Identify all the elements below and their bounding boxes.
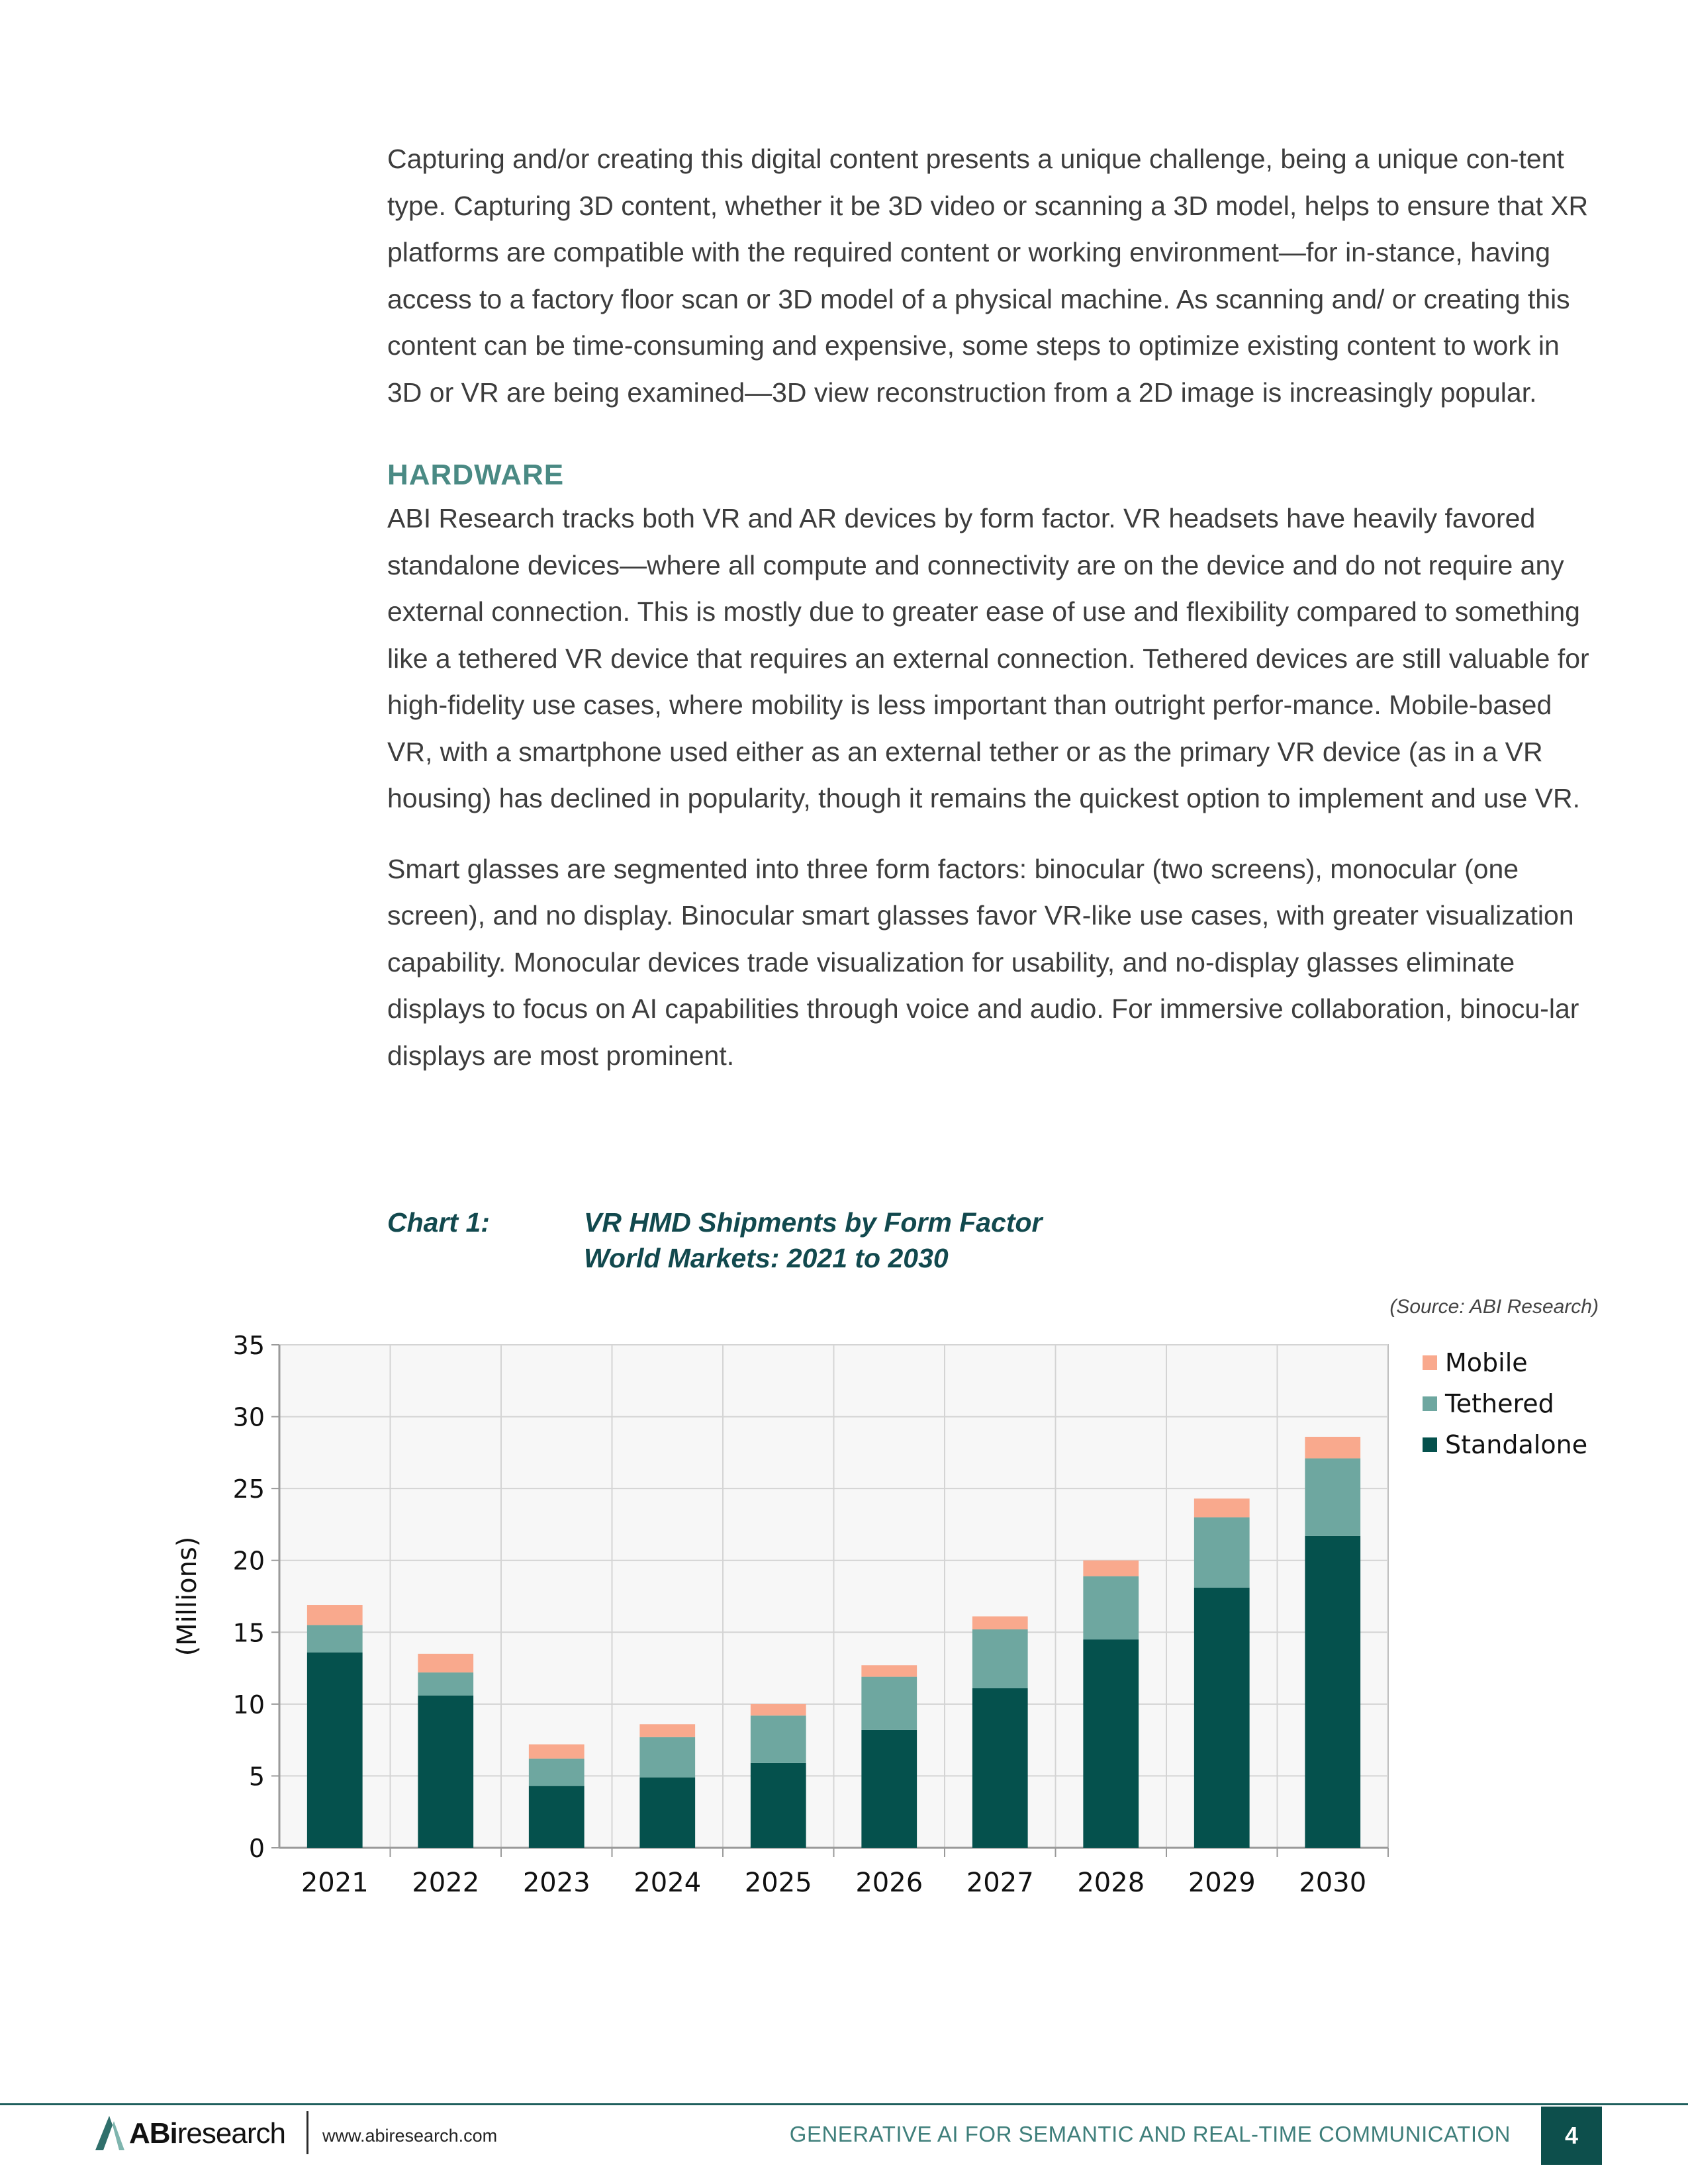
bar-standalone-2024 xyxy=(639,1777,696,1848)
legend-label-tethered: Tethered xyxy=(1444,1389,1554,1418)
bar-tethered-2021 xyxy=(306,1625,363,1653)
main-text-column: Capturing and/or creating this digital c… xyxy=(387,136,1599,1103)
x-tick-label: 2028 xyxy=(1077,1868,1145,1898)
section-heading-hardware: HARDWARE xyxy=(387,459,565,491)
bar-tethered-2025 xyxy=(750,1715,806,1763)
paragraph-hardware: ABI Research tracks both VR and AR devic… xyxy=(387,503,1589,813)
legend-swatch-tethered xyxy=(1423,1396,1437,1411)
x-tick-label: 2024 xyxy=(633,1868,701,1898)
bar-mobile-2029 xyxy=(1194,1498,1250,1518)
x-tick-label: 2027 xyxy=(966,1868,1034,1898)
footer-report-title: GENERATIVE AI FOR SEMANTIC AND REAL-TIME… xyxy=(789,2122,1511,2146)
x-tick-label: 2030 xyxy=(1299,1868,1366,1898)
bar-tethered-2022 xyxy=(418,1672,474,1696)
bar-tethered-2026 xyxy=(861,1676,917,1730)
bar-tethered-2030 xyxy=(1305,1458,1361,1536)
bar-mobile-2025 xyxy=(750,1704,806,1716)
legend-swatch-standalone xyxy=(1423,1437,1437,1452)
bar-mobile-2024 xyxy=(639,1724,696,1737)
logo-divider xyxy=(306,2111,308,2154)
bar-standalone-2025 xyxy=(750,1762,806,1848)
bar-tethered-2028 xyxy=(1083,1576,1139,1640)
x-tick-label: 2025 xyxy=(745,1868,812,1898)
y-tick-label: 5 xyxy=(249,1762,265,1791)
paragraph-smart-glasses: Smart glasses are segmented into three f… xyxy=(387,853,1579,1071)
bar-standalone-2028 xyxy=(1083,1639,1139,1848)
bar-standalone-2021 xyxy=(306,1652,363,1848)
y-tick-label: 25 xyxy=(233,1475,265,1504)
bar-mobile-2023 xyxy=(528,1744,585,1759)
bar-mobile-2030 xyxy=(1305,1436,1361,1459)
bar-standalone-2026 xyxy=(861,1729,917,1848)
y-tick-label: 0 xyxy=(249,1834,265,1863)
x-tick-label: 2026 xyxy=(855,1868,923,1898)
bar-tethered-2024 xyxy=(639,1737,696,1778)
chart-title-block: VR HMD Shipments by Form Factor World Ma… xyxy=(584,1205,1043,1276)
bar-standalone-2022 xyxy=(418,1695,474,1848)
x-tick-label: 2029 xyxy=(1188,1868,1256,1898)
x-tick-label: 2022 xyxy=(412,1868,479,1898)
page-number: 4 xyxy=(1541,2107,1602,2165)
bar-mobile-2022 xyxy=(418,1653,474,1673)
bar-mobile-2028 xyxy=(1083,1560,1139,1576)
bar-standalone-2027 xyxy=(972,1688,1028,1848)
chart-title: VR HMD Shipments by Form Factor xyxy=(584,1207,1043,1238)
logo-mark-icon xyxy=(95,2116,124,2150)
bar-standalone-2023 xyxy=(528,1786,585,1848)
y-tick-label: 30 xyxy=(233,1403,265,1432)
bar-mobile-2021 xyxy=(306,1605,363,1625)
bar-tethered-2029 xyxy=(1194,1517,1250,1588)
y-tick-label: 15 xyxy=(233,1618,265,1647)
y-tick-label: 35 xyxy=(233,1331,265,1360)
chart-source: (Source: ABI Research) xyxy=(1389,1296,1599,1318)
x-tick-label: 2023 xyxy=(523,1868,590,1898)
bar-standalone-2030 xyxy=(1305,1535,1361,1848)
chart-subtitle: World Markets: 2021 to 2030 xyxy=(584,1243,949,1273)
x-tick-label: 2021 xyxy=(301,1868,369,1898)
legend-label-mobile: Mobile xyxy=(1445,1348,1528,1377)
legend-label-standalone: Standalone xyxy=(1445,1430,1587,1459)
y-tick-label: 10 xyxy=(233,1690,265,1719)
bar-tethered-2023 xyxy=(528,1758,585,1786)
abi-research-logo: ABiresearch xyxy=(93,2113,305,2153)
logo-text: ABiresearch xyxy=(129,2117,286,2150)
bar-mobile-2027 xyxy=(972,1616,1028,1629)
y-axis-label: (Millions) xyxy=(172,1537,203,1657)
paragraph-intro: Capturing and/or creating this digital c… xyxy=(387,144,1589,408)
legend-swatch-mobile xyxy=(1423,1355,1437,1370)
website-link[interactable]: www.abiresearch.com xyxy=(322,2126,498,2146)
bar-standalone-2029 xyxy=(1194,1587,1250,1848)
footer-divider xyxy=(0,2103,1688,2105)
y-tick-label: 20 xyxy=(233,1547,265,1576)
bar-mobile-2026 xyxy=(861,1665,917,1677)
bar-tethered-2027 xyxy=(972,1629,1028,1688)
chart-label: Chart 1: xyxy=(387,1207,490,1238)
